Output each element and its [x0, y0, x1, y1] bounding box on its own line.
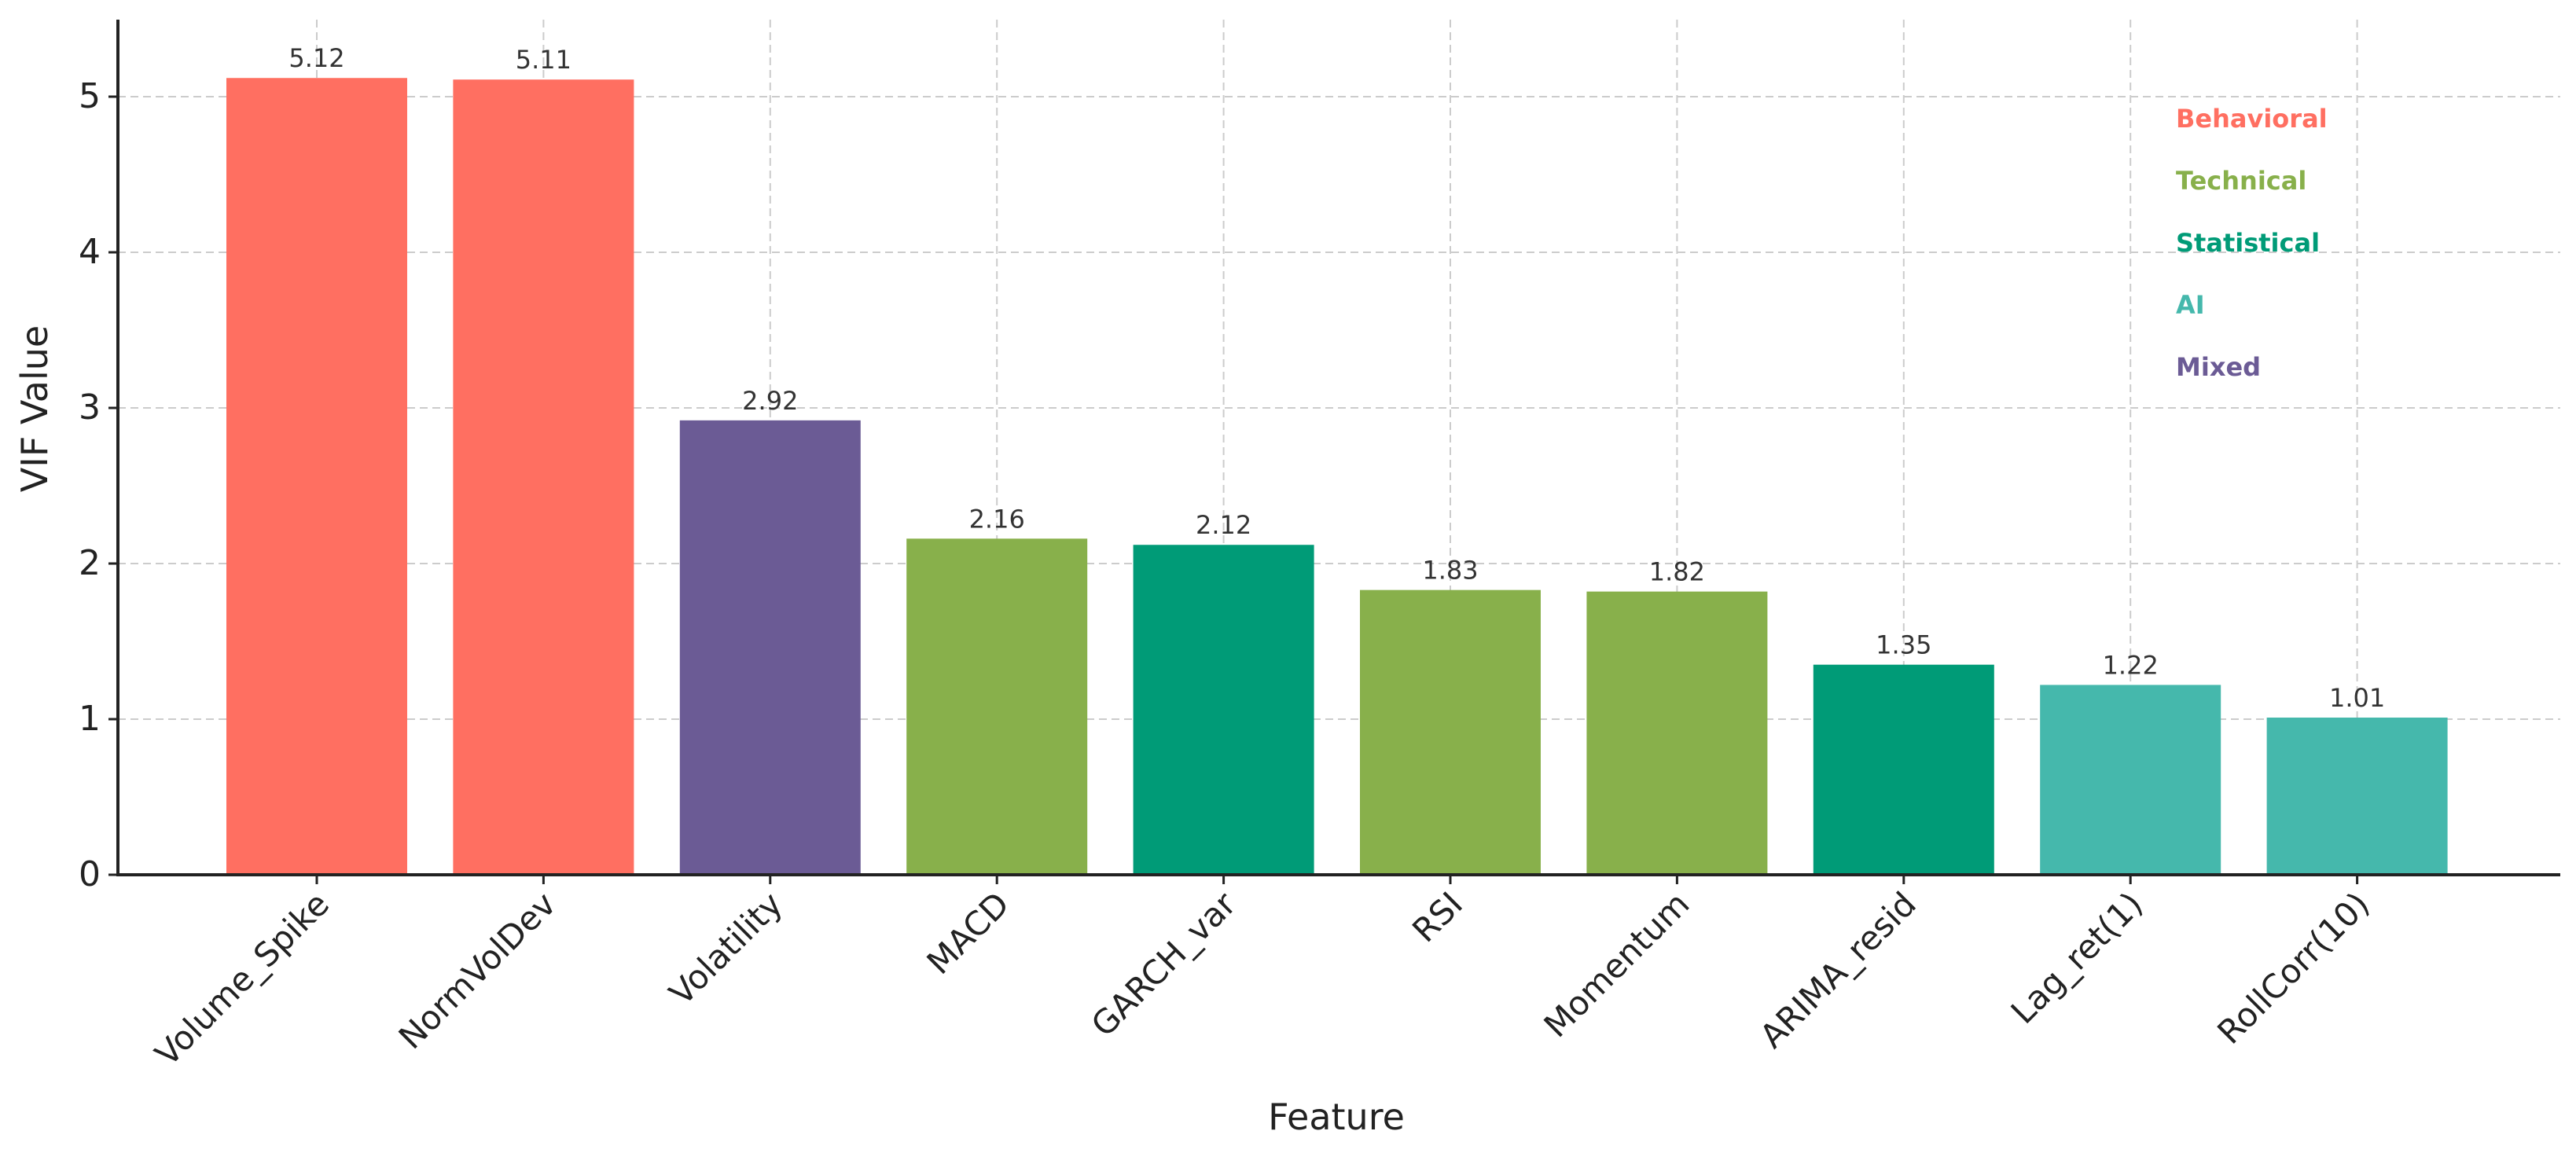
bar-normvoldev: [453, 79, 634, 876]
y-tick-label: 3: [79, 387, 101, 428]
bar-momentum: [1586, 591, 1768, 875]
bar-value-label: 2.16: [969, 504, 1025, 534]
bar-rsi: [1360, 589, 1541, 875]
bar-value-label: 5.11: [516, 45, 571, 75]
y-tick-label: 0: [79, 854, 101, 894]
legend-item-statistical: Statistical: [2176, 228, 2320, 258]
x-tick-label: RSI: [1405, 884, 1470, 949]
bar-value-label: 2.92: [742, 386, 798, 416]
x-tick-label: Volume_Spike: [148, 884, 336, 1073]
x-axis-title: Feature: [1268, 1096, 1405, 1138]
x-tick-label: GARCH_var: [1084, 884, 1244, 1045]
x-tick-label: Volatility: [662, 884, 790, 1012]
bar-value-label: 5.12: [288, 43, 344, 73]
y-axis-title: VIF Value: [13, 325, 56, 492]
bar-value-label: 1.82: [1649, 557, 1705, 587]
bar-value-label: 1.83: [1422, 556, 1478, 586]
x-tick-label: RollCorr(10): [2210, 884, 2376, 1051]
x-tick-label: Lag_ret(1): [2004, 884, 2151, 1031]
legend-item-ai: AI: [2176, 290, 2205, 320]
bar-value-label: 1.22: [2103, 650, 2159, 680]
bar-value-label: 1.01: [2329, 683, 2385, 713]
y-tick-label: 5: [79, 76, 101, 116]
bar-value-label: 2.12: [1196, 510, 1251, 540]
bar-arima-resid: [1813, 664, 1994, 875]
y-ticks: 0 1 2 3 4 5: [79, 76, 118, 894]
bars: 5.12 5.11 2.92 2.16 2.12 1.83 1.82 1.35 1.22 1.01: [226, 43, 2448, 876]
x-tick-label: NormVolDev: [391, 884, 564, 1056]
legend-item-mixed: Mixed: [2176, 352, 2261, 382]
bar-rollcorr-10-: [2266, 718, 2448, 875]
y-tick-label: 2: [79, 543, 101, 583]
bar-macd: [906, 538, 1088, 875]
bar-lag-ret-1-: [2040, 685, 2221, 875]
bar-garch-var: [1133, 545, 1314, 875]
x-tick-label: ARIMA_resid: [1752, 884, 1924, 1056]
bar-volatility: [679, 420, 861, 875]
x-tick-label: Momentum: [1537, 884, 1697, 1045]
x-ticks: Volume_Spike NormVolDev Volatility MACD GARC…: [148, 875, 2377, 1074]
x-tick-label: MACD: [920, 884, 1017, 982]
y-tick-label: 1: [79, 699, 101, 739]
y-tick-label: 4: [79, 232, 101, 272]
legend-item-technical: Technical: [2176, 166, 2306, 196]
legend-item-behavioral: Behavioral: [2176, 104, 2328, 134]
legend: Behavioral Technical Statistical AI Mixed: [2176, 104, 2328, 382]
bar-value-label: 1.35: [1876, 630, 1931, 660]
axes: [116, 20, 2560, 876]
bar-volume-spike: [226, 78, 407, 876]
